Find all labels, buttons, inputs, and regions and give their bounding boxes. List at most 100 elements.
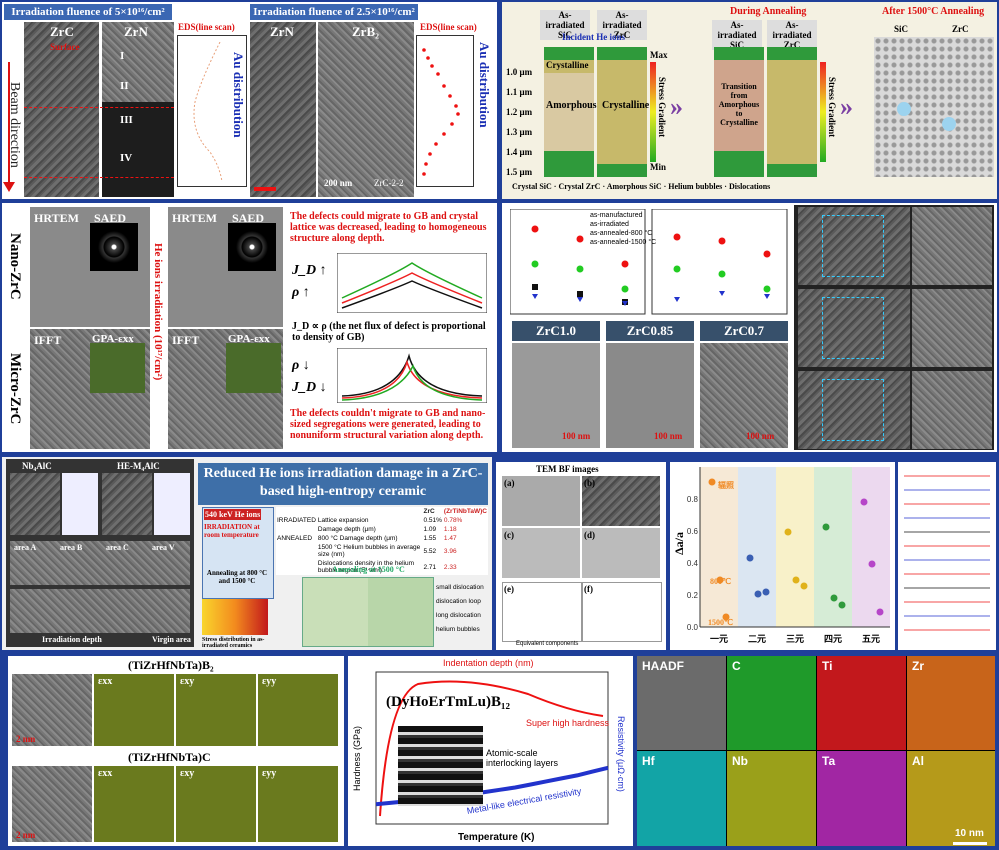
c-exx-map bbox=[94, 766, 174, 842]
zrc10-tem bbox=[512, 343, 600, 448]
zrn2-label: ZrN bbox=[270, 24, 294, 39]
beam-arrowhead-icon bbox=[3, 182, 15, 192]
min-label: Min bbox=[650, 162, 667, 172]
gpa-label-2: GPA-εxx bbox=[228, 333, 270, 345]
eds-scale-bar bbox=[953, 842, 987, 845]
sic-column bbox=[544, 47, 594, 177]
col2-title: As-irradiated ZrC bbox=[597, 10, 647, 40]
zrb2-tem-image bbox=[318, 22, 414, 197]
zrc-tem-image bbox=[24, 22, 99, 197]
eds-map-ti: Ti bbox=[817, 656, 906, 750]
table-cell bbox=[276, 507, 317, 516]
map-label: Ti bbox=[822, 659, 833, 673]
map-label: Al bbox=[912, 754, 924, 768]
depth-axis: 1.0 μm 1.1 μm 1.2 μm 1.3 μm 1.4 μm 1.5 μ… bbox=[506, 62, 532, 182]
b2-eyy-map bbox=[258, 674, 338, 746]
depth-label: 1.2 μm bbox=[506, 107, 533, 117]
transition-label: Transition from Amorphous to Crystalline bbox=[718, 82, 760, 127]
legend-item: Helium bubbles bbox=[668, 182, 723, 191]
red-dashed-line bbox=[24, 177, 174, 178]
scale-label: 100 nm bbox=[562, 431, 591, 441]
depth-label: 1.0 μm bbox=[506, 67, 533, 77]
c-exx-label: εxx bbox=[98, 768, 113, 779]
zrn-dark-region bbox=[102, 102, 174, 197]
atomic-label: Atomic-scale interlocking layers bbox=[486, 748, 559, 768]
table-cell: Damage depth (μm) bbox=[317, 526, 376, 533]
table-row: ANNEALED 800 °C Damage depth (μm) 1.55 1.47 bbox=[276, 534, 488, 543]
y-axis-left: Hardness (GPa) bbox=[352, 726, 362, 792]
incident-he-ions: Incident He ions bbox=[562, 32, 626, 42]
rho-down: ρ ↓ bbox=[292, 358, 310, 373]
stem-image-5 bbox=[798, 371, 910, 449]
label-e: (e) bbox=[504, 584, 514, 594]
tem-bf-c bbox=[502, 528, 580, 578]
stem-image-4 bbox=[912, 289, 992, 367]
b2-exy-label: εxy bbox=[180, 676, 195, 687]
scale-bar bbox=[254, 187, 276, 191]
gpa-inset-2 bbox=[226, 343, 281, 393]
rho-up: ρ ↑ bbox=[292, 285, 310, 300]
jd-up: J_D ↑ bbox=[292, 263, 327, 278]
panel-strain-maps: (TiZrHfNbTa)B₂ εxx εxy εyy 2 nm (TiZrHfN… bbox=[8, 656, 344, 846]
stress-gradient-label: Stress Gradient bbox=[657, 77, 667, 138]
y-axis-right: Resistivity (μΩ·cm) bbox=[616, 716, 626, 792]
table-cell: 1.09 bbox=[423, 526, 437, 533]
table-cell: 800 °C Damage depth (μm) bbox=[317, 535, 398, 542]
dashed-roi bbox=[822, 379, 884, 441]
table-cell bbox=[276, 559, 317, 575]
tem-bf-a bbox=[502, 476, 580, 526]
b2-hrtem bbox=[12, 674, 92, 746]
table-cell bbox=[276, 543, 317, 559]
map-label: Hf bbox=[642, 754, 655, 768]
he-ions-label: 540 keV He ions bbox=[204, 509, 262, 520]
lattice-plots bbox=[510, 209, 788, 315]
depth-schematic bbox=[302, 577, 434, 647]
svg-text:0.8: 0.8 bbox=[687, 495, 699, 504]
svg-text:0.2: 0.2 bbox=[687, 591, 699, 600]
table-cell: 3.96 bbox=[443, 547, 457, 555]
eds-right-title: EDS(line scan) bbox=[420, 22, 477, 32]
b2-exx-map bbox=[94, 674, 174, 746]
max-label: Max bbox=[650, 50, 668, 60]
zrc085-label: ZrC0.85 bbox=[626, 323, 674, 338]
area-label: area V bbox=[152, 543, 175, 552]
table-row: Dislocations density in the helium bubbl… bbox=[276, 559, 488, 575]
c-exy-label: εxy bbox=[180, 768, 195, 779]
region-i: I bbox=[120, 50, 125, 62]
eds-map-nb: Nb bbox=[727, 751, 816, 846]
region-iv: IV bbox=[120, 152, 133, 164]
annealing-label: Annealing at 800 °C and 1500 °C bbox=[206, 569, 268, 585]
headline: Reduced He ions irradiation damage in a … bbox=[203, 466, 483, 499]
panel-lattice-change: 0.0 0.2 0.4 0.6 0.8 Δa/a 一元 二元 三元 四元 五元 … bbox=[670, 462, 895, 650]
x-axis-label: Temperature (K) bbox=[458, 832, 535, 843]
scale-label: 200 nm bbox=[324, 178, 353, 188]
eds-left-curve bbox=[193, 42, 223, 182]
saed-label-2: SAED bbox=[232, 211, 265, 225]
surface-label: Surface bbox=[50, 42, 80, 52]
stress-gradient-bar-2 bbox=[820, 62, 826, 162]
nano-zrc-label: Nano-ZrC bbox=[7, 233, 23, 300]
panel-eds-maps: HAADF C Ti Zr Hf Nb Ta Al 10 nm bbox=[637, 656, 995, 846]
table-cell: Dislocations density in the helium bubbl… bbox=[317, 560, 414, 574]
region-ii: II bbox=[120, 80, 129, 92]
tem-cross-section-b bbox=[102, 473, 152, 535]
stress-gradient-label-2: Stress Gradient bbox=[827, 77, 837, 138]
col4-title: As-irradiated ZrC bbox=[767, 20, 817, 50]
eds-map-c: C bbox=[727, 656, 816, 750]
svg-text:0.0: 0.0 bbox=[687, 623, 699, 632]
area-label: area A bbox=[14, 543, 37, 552]
tem-bf-title: TEM BF images bbox=[536, 464, 599, 474]
panel-nano-micro-zrc: Nano-ZrC Micro-ZrC HRTEM SAED IFFT GPA-ε… bbox=[2, 203, 497, 452]
table-row: IRRADIATED Lattice expansion 0.51% 0.78% bbox=[276, 516, 488, 525]
zrb2-label: ZrB₂ bbox=[352, 24, 380, 39]
chevron-right-icon: » bbox=[670, 92, 683, 121]
zrc-label: ZrC bbox=[50, 24, 74, 39]
property-table: ZrC (ZrTiNbTaW)C IRRADIATED Lattice expans… bbox=[276, 507, 488, 575]
equivalent-components-label: Equivalent components bbox=[516, 641, 579, 647]
region-iii: III bbox=[120, 114, 133, 126]
fluence-title-right: Irradiation fluence of 2.5×10¹⁶/cm² bbox=[250, 4, 418, 20]
depth-label: 1.1 μm bbox=[506, 87, 533, 97]
helium-bubble bbox=[942, 117, 956, 131]
xrd-stack bbox=[904, 475, 990, 631]
depth-label: 1.3 μm bbox=[506, 127, 533, 137]
